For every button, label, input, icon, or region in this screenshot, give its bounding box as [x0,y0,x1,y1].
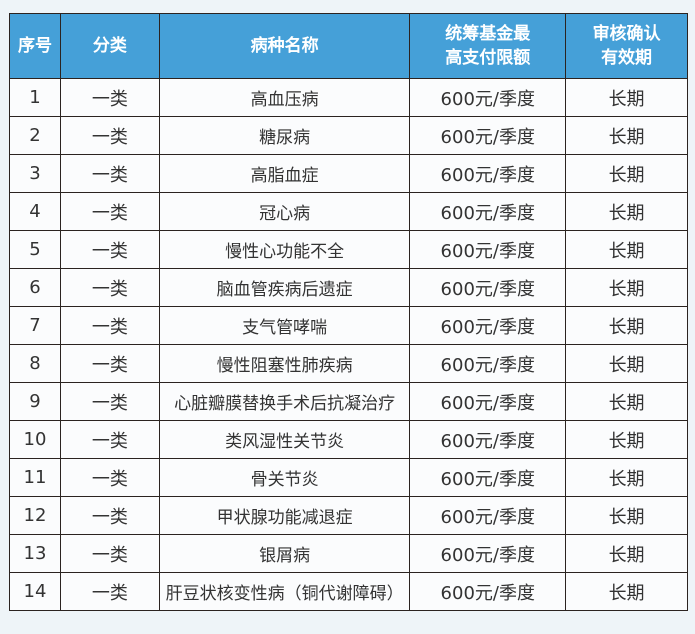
table-row: 2 一类 糖尿病 600元/季度 长期 [9,116,688,155]
row-validity: 长期 [565,344,688,383]
row-validity: 长期 [565,420,688,459]
row-limit: 600元/季度 [409,496,567,535]
header-limit: 统筹基金最高支付限额 [409,13,567,79]
row-number: 11 [9,458,61,497]
header-disease-name: 病种名称 [158,13,411,79]
row-disease-name: 甲状腺功能减退症 [158,496,411,535]
row-limit: 600元/季度 [409,572,567,611]
row-validity: 长期 [565,116,688,155]
row-number: 4 [9,192,61,231]
row-category: 一类 [59,306,160,345]
row-category: 一类 [59,230,160,269]
row-disease-name: 慢性心功能不全 [158,230,411,269]
row-category: 一类 [59,382,160,421]
table-row: 6 一类 脑血管疾病后遗症 600元/季度 长期 [9,268,688,307]
row-number: 13 [9,534,61,573]
table-row: 3 一类 高脂血症 600元/季度 长期 [9,154,688,193]
row-number: 6 [9,268,61,307]
table-row: 7 一类 支气管哮喘 600元/季度 长期 [9,306,688,345]
row-limit: 600元/季度 [409,534,567,573]
table-row: 13 一类 银屑病 600元/季度 长期 [9,534,688,573]
row-limit: 600元/季度 [409,344,567,383]
row-disease-name: 心脏瓣膜替换手术后抗凝治疗 [158,382,411,421]
row-category: 一类 [59,192,160,231]
row-limit: 600元/季度 [409,78,567,117]
row-number: 1 [9,78,61,117]
row-validity: 长期 [565,534,688,573]
header-no: 序号 [9,13,61,79]
row-validity: 长期 [565,78,688,117]
row-disease-name: 冠心病 [158,192,411,231]
row-category: 一类 [59,534,160,573]
row-validity: 长期 [565,458,688,497]
row-limit: 600元/季度 [409,306,567,345]
row-category: 一类 [59,420,160,459]
row-limit: 600元/季度 [409,230,567,269]
table-row: 11 一类 骨关节炎 600元/季度 长期 [9,458,688,497]
row-limit: 600元/季度 [409,192,567,231]
row-category: 一类 [59,572,160,611]
row-number: 7 [9,306,61,345]
table-row: 9 一类 心脏瓣膜替换手术后抗凝治疗 600元/季度 长期 [9,382,688,421]
row-number: 8 [9,344,61,383]
row-validity: 长期 [565,496,688,535]
header-limit-line2: 高支付限额 [445,48,531,68]
disease-table: 序号 分类 病种名称 统筹基金最 高支付限额 审核确认 有效期 1 一类 高血压病 600… [9,13,688,611]
table-row: 14 一类 肝豆状核变性病（铜代谢障碍） 600元/季度 长期 [9,572,688,611]
row-number: 5 [9,230,61,269]
row-disease-name: 高血压病 [158,78,411,117]
row-disease-name: 支气管哮喘 [158,306,411,345]
table-row: 5 一类 慢性心功能不全 600元/季度 长期 [9,230,688,269]
header-category: 分类 [59,13,160,79]
row-category: 一类 [59,344,160,383]
row-category: 一类 [59,496,160,535]
row-validity: 长期 [565,382,688,421]
row-number: 3 [9,154,61,193]
row-number: 9 [9,382,61,421]
row-disease-name: 骨关节炎 [158,458,411,497]
row-limit: 600元/季度 [409,420,567,459]
table-row: 12 一类 甲状腺功能减退症 600元/季度 长期 [9,496,688,535]
row-number: 2 [9,116,61,155]
row-validity: 长期 [565,192,688,231]
row-validity: 长期 [565,154,688,193]
header-limit-line1: 统筹基金最 [445,24,531,44]
row-disease-name: 高脂血症 [158,154,411,193]
header-row: 序号 分类 病种名称 统筹基金最高支付限额 审核确认有效期 [9,13,688,79]
row-limit: 600元/季度 [409,154,567,193]
table-row: 4 一类 冠心病 600元/季度 长期 [9,192,688,231]
row-limit: 600元/季度 [409,458,567,497]
row-disease-name: 肝豆状核变性病（铜代谢障碍） [158,572,411,611]
row-disease-name: 糖尿病 [158,116,411,155]
row-disease-name: 类风湿性关节炎 [158,420,411,459]
row-validity: 长期 [565,572,688,611]
row-limit: 600元/季度 [409,116,567,155]
row-limit: 600元/季度 [409,382,567,421]
table-row: 1 一类 高血压病 600元/季度 长期 [9,78,688,117]
row-validity: 长期 [565,306,688,345]
row-category: 一类 [59,268,160,307]
row-category: 一类 [59,458,160,497]
row-disease-name: 银屑病 [158,534,411,573]
row-validity: 长期 [565,230,688,269]
header-validity-line2: 有效期 [601,48,653,68]
row-disease-name: 脑血管疾病后遗症 [158,268,411,307]
row-number: 14 [9,572,61,611]
row-number: 12 [9,496,61,535]
table-row: 8 一类 慢性阻塞性肺疾病 600元/季度 长期 [9,344,688,383]
row-category: 一类 [59,116,160,155]
row-limit: 600元/季度 [409,268,567,307]
table-row: 10 一类 类风湿性关节炎 600元/季度 长期 [9,420,688,459]
row-number: 10 [9,420,61,459]
header-validity: 审核确认 有效期 [565,13,688,79]
row-category: 一类 [59,154,160,193]
row-category: 一类 [59,78,160,117]
row-disease-name: 慢性阻塞性肺疾病 [158,344,411,383]
row-validity: 长期 [565,268,688,307]
header-validity-line1: 审核确认 [592,24,661,44]
